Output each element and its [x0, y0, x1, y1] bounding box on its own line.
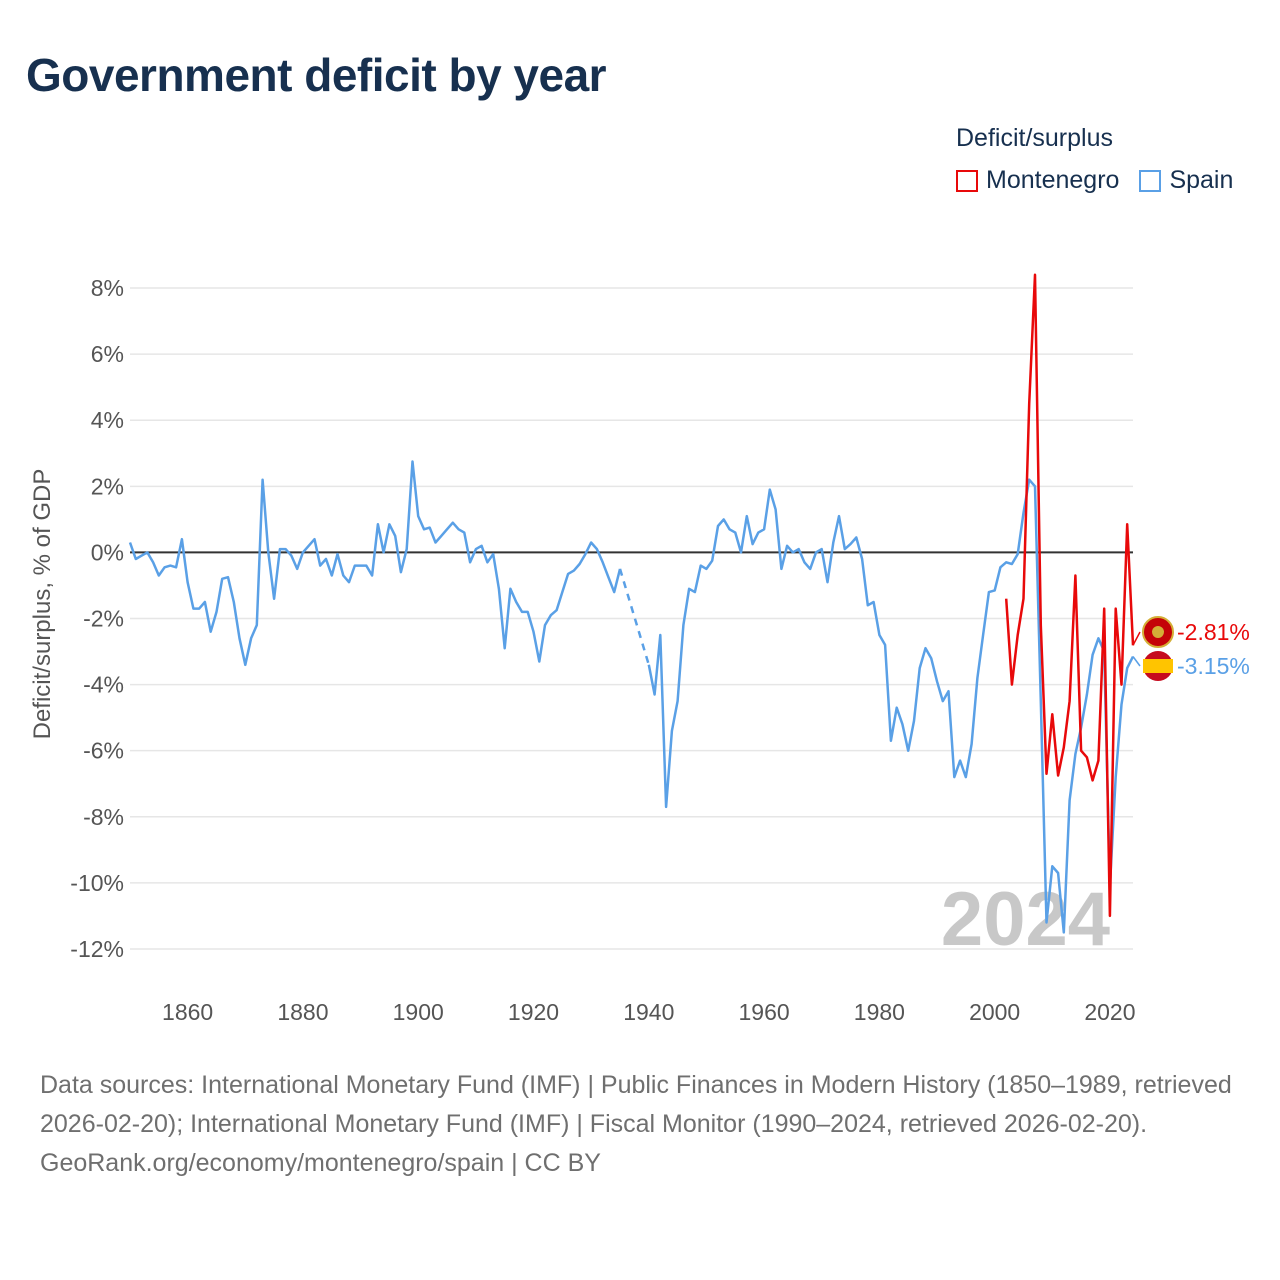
y-axis-ticks: 8% 6% 4% 2% 0% -2% -4% -6% -8% -10% -12% [70, 275, 124, 962]
legend: Montenegro Spain [956, 166, 1253, 195]
y-tick-label: 8% [91, 275, 124, 301]
series-line-spain [128, 460, 622, 667]
chart-title: Government deficit by year [26, 49, 607, 101]
credit-link[interactable]: GeoRank.org/economy/montenegro/spain | C… [40, 1149, 601, 1177]
end-connector-spain [1132, 656, 1141, 667]
line-chart: 8%6%4%2%0%-2%-4%-6%-8%-10%-12% 1860 1880 1… [29, 273, 1250, 1025]
legend-item-montenegro[interactable]: Montenegro [956, 166, 1119, 195]
y-tick-label: 4% [91, 407, 124, 433]
y-tick-label: -6% [83, 738, 124, 764]
y-tick-label: -12% [70, 936, 124, 962]
x-tick-label: 2000 [969, 999, 1020, 1025]
x-tick-label: 1900 [393, 999, 444, 1025]
end-labels: -3.15% -2.81% [1132, 616, 1250, 681]
data-sources: Data sources: International Monetary Fun… [40, 1071, 1232, 1138]
x-tick-label: 1980 [854, 999, 905, 1025]
x-tick-label: 2020 [1084, 999, 1135, 1025]
y-tick-label: -8% [83, 804, 124, 830]
spain-flag-band [1143, 659, 1173, 673]
grid-lines [130, 287, 1133, 950]
series-line-spain [647, 478, 1135, 934]
x-tick-label: 1880 [277, 999, 328, 1025]
y-tick-label: 0% [91, 539, 124, 565]
end-label-montenegro: -2.81% [1177, 619, 1250, 645]
end-connector-montenegro [1132, 631, 1141, 646]
legend-item-spain[interactable]: Spain [1139, 166, 1233, 195]
footer: Data sources: International Monetary Fun… [40, 1066, 1240, 1183]
legend-title: Deficit/surplus [956, 124, 1113, 152]
montenegro-flag-emblem [1152, 626, 1164, 638]
y-tick-label: 6% [91, 341, 124, 367]
legend-label-montenegro: Montenegro [986, 166, 1120, 194]
x-tick-label: 1960 [738, 999, 789, 1025]
legend-swatch-montenegro [956, 169, 978, 192]
y-tick-label: -10% [70, 870, 124, 896]
x-tick-label: 1860 [162, 999, 213, 1025]
legend-label-spain: Spain [1169, 166, 1234, 194]
y-tick-label: -2% [83, 606, 124, 632]
y-tick-label: -4% [83, 672, 124, 698]
x-tick-label: 1920 [508, 999, 559, 1025]
x-tick-label: 1940 [623, 999, 674, 1025]
year-watermark: 2024 [941, 877, 1110, 962]
y-tick-label: 2% [91, 473, 124, 499]
series-gap-spain [618, 568, 650, 666]
end-label-spain: -3.15% [1177, 653, 1250, 679]
x-axis-ticks: 1860 1880 1900 1920 1940 1960 1980 2000 2020 [162, 999, 1135, 1025]
series-line-montenegro [1004, 273, 1135, 918]
y-axis-label: Deficit/surplus, % of GDP [29, 469, 56, 740]
series-lines [128, 273, 1135, 934]
legend-swatch-spain [1139, 169, 1162, 192]
